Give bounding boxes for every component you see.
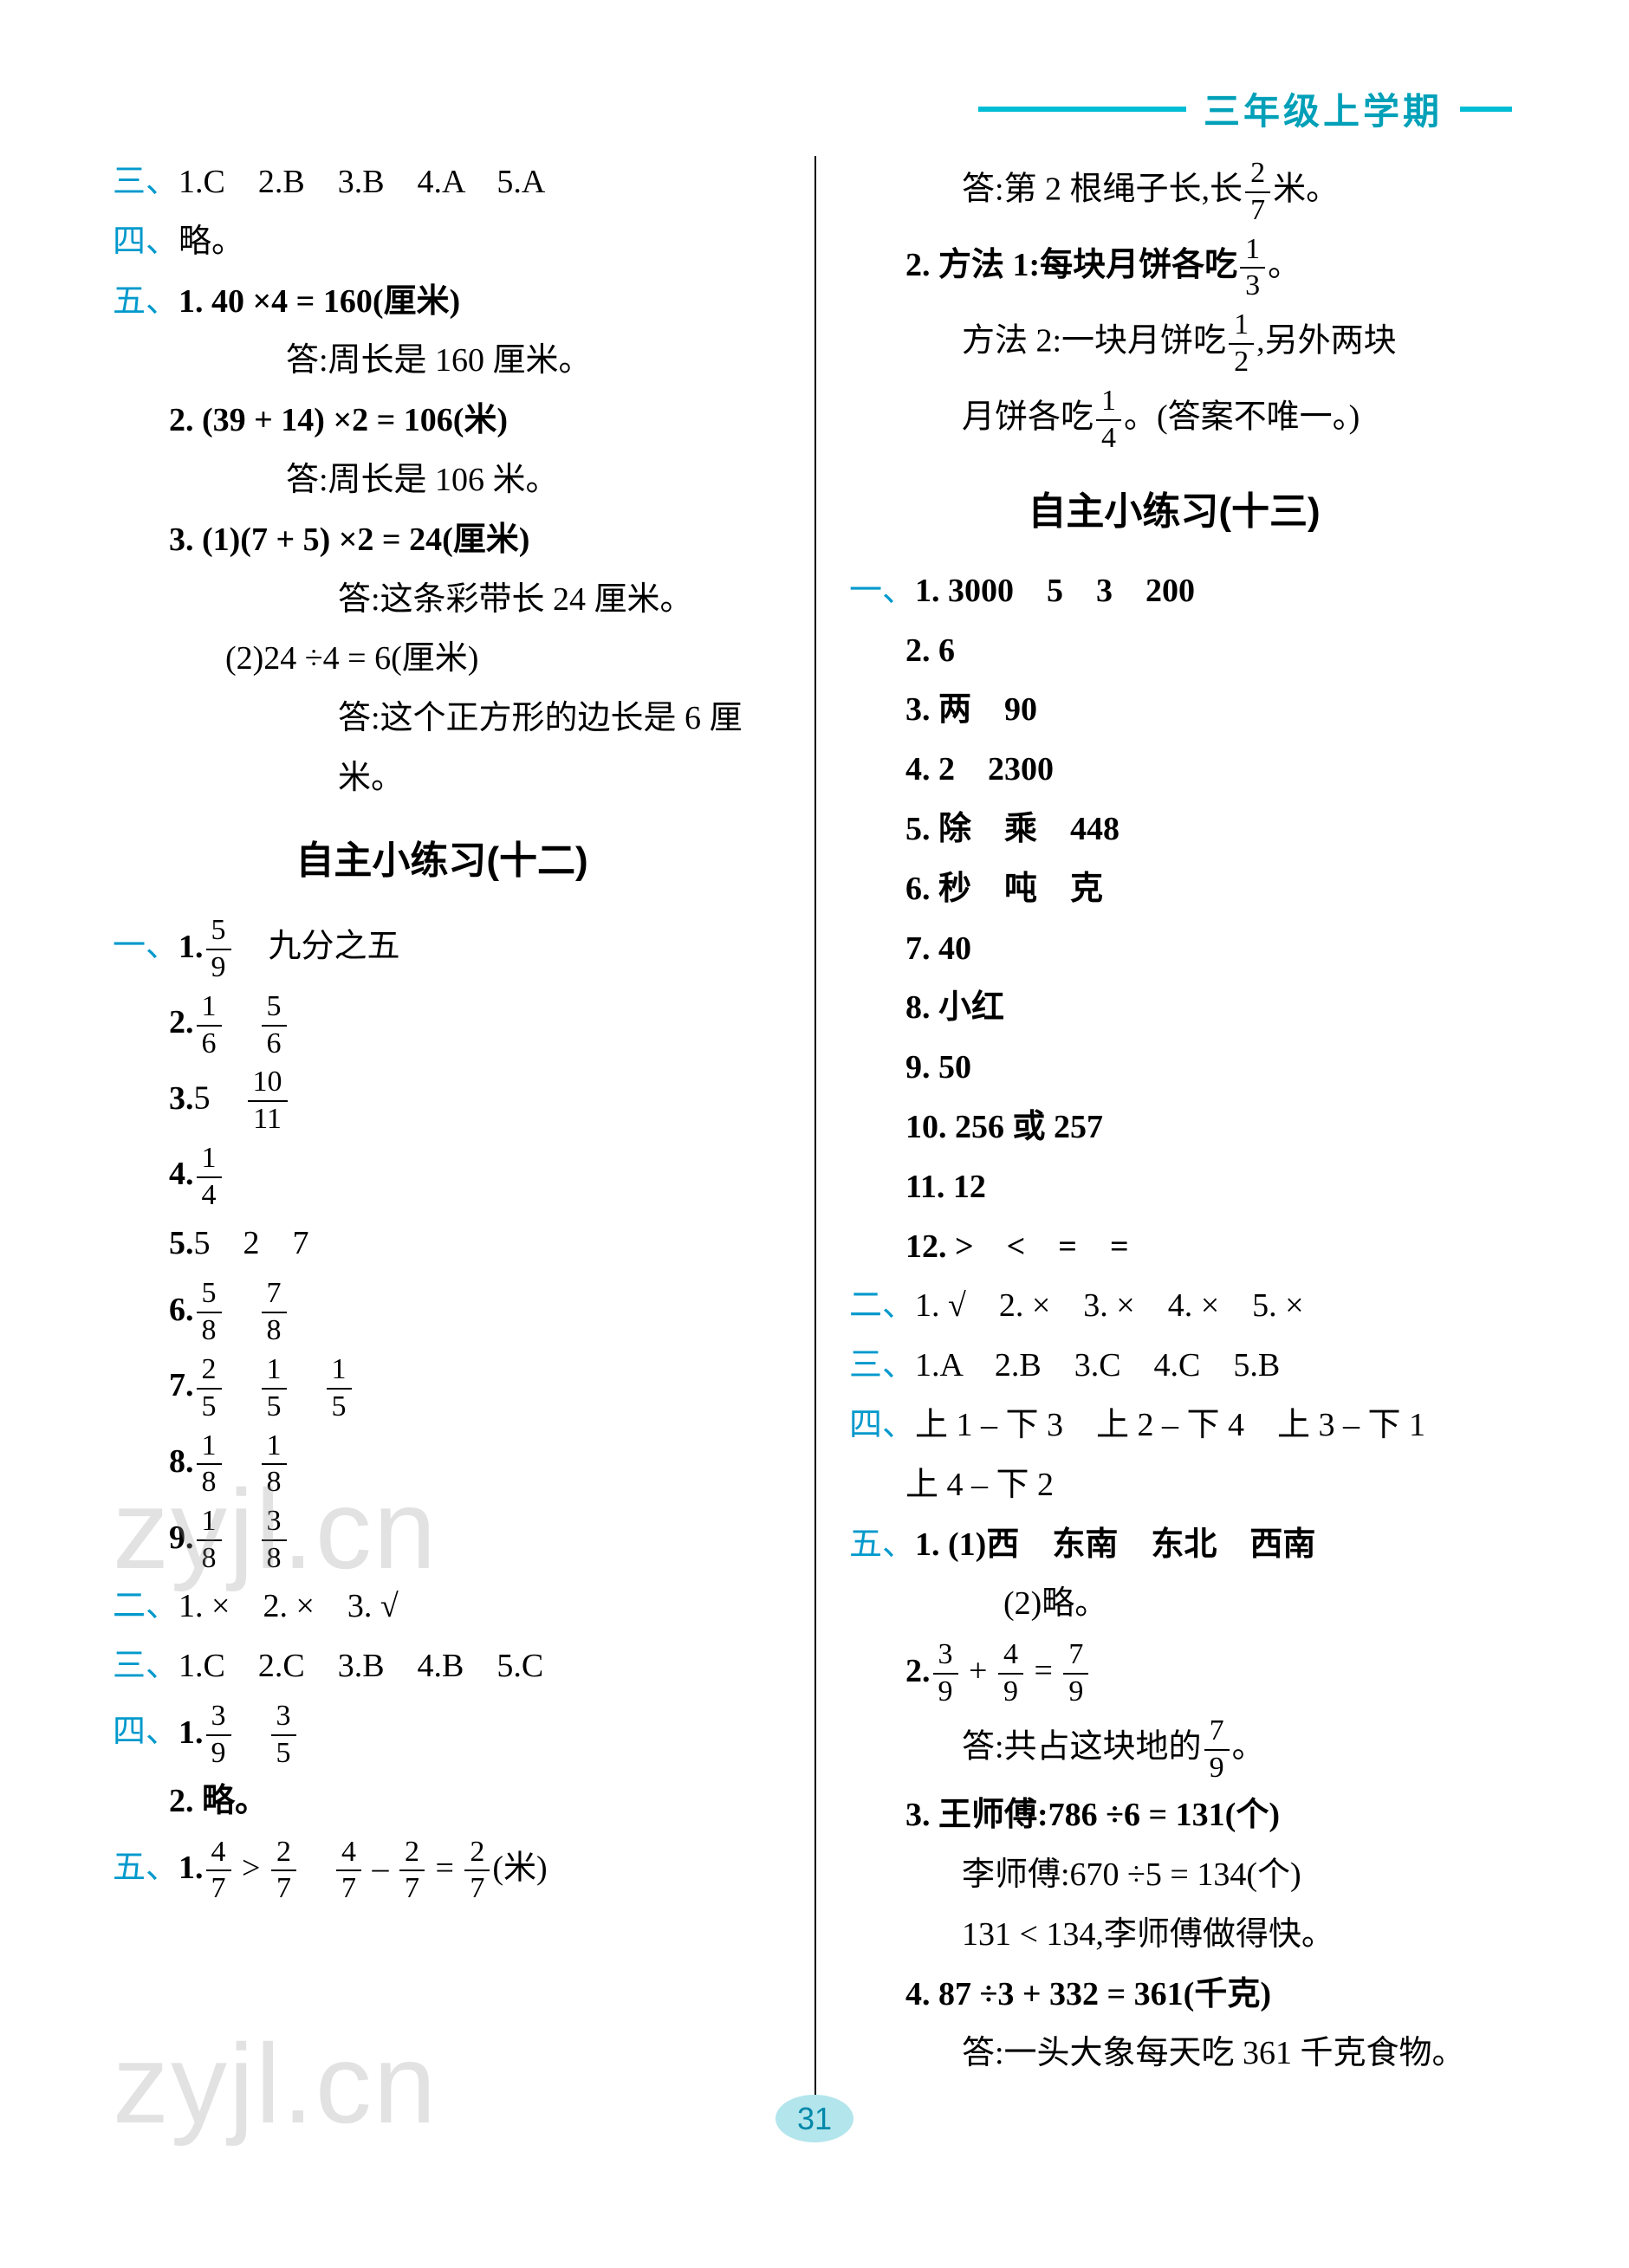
q5-3c: 131 < 134,李师傅做得快。 [849, 1908, 1499, 1961]
header-title: 三年级上学期 [1204, 82, 1443, 135]
q4-2: 上 4 – 下 2 [849, 1459, 1499, 1512]
p1-9: 9. 1838 [113, 1504, 771, 1577]
label-p3: 三、 [113, 1640, 178, 1693]
q5-1a: 五、1. (1)西 东南 东北 西南 [849, 1519, 1499, 1571]
sec4: 四、略。 [113, 216, 771, 269]
label-q3: 三、 [849, 1339, 915, 1392]
q1-10: 10. 256 或 257 [849, 1101, 1499, 1154]
label-p1: 一、 [113, 913, 178, 979]
p1-1-text: 九分之五 [269, 929, 400, 965]
p4-2: 2. 略。 [113, 1775, 771, 1828]
sec4-text: 略。 [178, 224, 244, 260]
sec5-1a: 五、1. 40 ×4 = 160(厘米) [113, 275, 771, 328]
label-p4: 四、 [113, 1699, 178, 1765]
page-header: 三年级上学期 [978, 82, 1512, 135]
q1-2: 2. 6 [849, 625, 1499, 677]
p2: 二、1. × 2. × 3. √ [113, 1580, 771, 1633]
sec5-1b: 答:周长是 160 厘米。 [113, 334, 771, 387]
q5-4b: 答:一头大象每天吃 361 千克食物。 [849, 2027, 1499, 2080]
q5-2ans: 答:共占这块地的79。 [849, 1714, 1499, 1786]
right-column: 答:第 2 根绳子长,长27米。 2. 方法 1:每块月饼各吃13。 方法 2:… [806, 156, 1499, 2087]
q4-1: 四、上 1 – 下 3 上 2 – 下 4 上 3 – 下 1 [849, 1399, 1499, 1452]
q1-8: 8. 小红 [849, 982, 1499, 1034]
r-top-4: 月饼各吃14。(答案不唯一。) [849, 384, 1499, 457]
page-number: 31 [776, 2095, 853, 2142]
label-4: 四、 [113, 216, 178, 269]
q1-9: 9. 50 [849, 1041, 1499, 1094]
label-q1: 一、 [849, 565, 915, 618]
p1-4: 4. 14 [113, 1141, 771, 1214]
content-area: 三、1.C 2.B 3.B 4.A 5.A 四、略。 五、1. 40 ×4 = … [113, 156, 1516, 2087]
q5-1b: (2)略。 [849, 1578, 1499, 1630]
label-3: 三、 [113, 156, 178, 209]
p1-3: 3. 51011 [113, 1065, 771, 1137]
q1-3: 3. 两 90 [849, 684, 1499, 736]
r-top-2: 2. 方法 1:每块月饼各吃13。 [849, 232, 1499, 305]
q1-1: 一、1. 3000 5 3 200 [849, 565, 1499, 618]
label-q4: 四、 [849, 1399, 915, 1452]
q1-6: 6. 秒 吨 克 [849, 863, 1499, 916]
label-5: 五、 [113, 275, 178, 328]
sec5-3a: 3. (1)(7 + 5) ×2 = 24(厘米) [113, 514, 771, 567]
q5-3b: 李师傅:670 ÷5 = 134(个) [849, 1849, 1499, 1902]
q1-12: 12. > < = = [849, 1221, 1499, 1273]
q1-5: 5. 除 乘 448 [849, 803, 1499, 856]
p5-1: 五、1. 47 > 2747 – 27 = 27(米) [113, 1835, 771, 1908]
q1-4: 4. 2 2300 [849, 743, 1499, 796]
p1-8: 8. 1818 [113, 1429, 771, 1501]
title-13: 自主小练习(十三) [849, 482, 1499, 542]
q5-2: 2. 39 + 49 = 79 [849, 1637, 1499, 1710]
p3: 三、1.C 2.C 3.B 4.B 5.C [113, 1640, 771, 1693]
p4-1: 四、1. 3935 [113, 1699, 771, 1772]
header-line-left [978, 107, 1186, 112]
label-q2: 二、 [849, 1280, 915, 1332]
q5-3a: 3. 王师傅:786 ÷6 = 131(个) [849, 1789, 1499, 1842]
p1-2: 2. 1656 [113, 989, 771, 1062]
label-p5: 五、 [113, 1835, 178, 1901]
sec5-2b: 答:周长是 106 米。 [113, 454, 771, 507]
r-top-3: 方法 2:一块月饼吃12,另外两块 [849, 308, 1499, 380]
sec5-3d: 答:这个正方形的边长是 6 厘 [113, 692, 771, 745]
left-column: 三、1.C 2.B 3.B 4.A 5.A 四、略。 五、1. 40 ×4 = … [113, 156, 806, 2087]
header-line-right [1460, 107, 1512, 112]
column-divider [814, 156, 816, 2114]
q5-4a: 4. 87 ÷3 + 332 = 361(千克) [849, 1968, 1499, 2021]
sec5-3c: (2)24 ÷4 = 6(厘米) [113, 632, 771, 685]
p1-5: 5. 5 2 7 [113, 1217, 771, 1270]
q3: 三、1.A 2.B 3.C 4.C 5.B [849, 1339, 1499, 1392]
sec5-3b: 答:这条彩带长 24 厘米。 [113, 573, 771, 626]
p1-6: 6. 5878 [113, 1276, 771, 1349]
title-12: 自主小练习(十二) [113, 831, 771, 891]
r-top-1: 答:第 2 根绳子长,长27米。 [849, 156, 1499, 229]
frac: 59 [206, 913, 231, 986]
sec3-text: 1.C 2.B 3.B 4.A 5.A [178, 164, 545, 200]
sec5-3e: 米。 [113, 752, 771, 805]
p1-1: 一、1. 59九分之五 [113, 913, 771, 986]
label-p2: 二、 [113, 1580, 178, 1633]
sec3: 三、1.C 2.B 3.B 4.A 5.A [113, 156, 771, 209]
sec5-2a: 2. (39 + 14) ×2 = 106(米) [113, 394, 771, 447]
p1-7: 7. 251515 [113, 1352, 771, 1425]
q2: 二、1. √ 2. × 3. × 4. × 5. × [849, 1280, 1499, 1332]
q1-11: 11. 12 [849, 1161, 1499, 1214]
q1-7: 7. 40 [849, 923, 1499, 975]
label-q5: 五、 [849, 1519, 915, 1571]
sec5-1a: 1. 40 ×4 = 160(厘米) [178, 275, 460, 328]
